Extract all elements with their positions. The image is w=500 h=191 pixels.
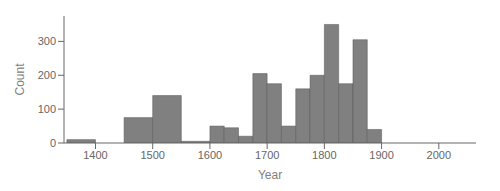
svg-text:100: 100 <box>38 103 56 115</box>
svg-text:1400: 1400 <box>83 149 107 161</box>
svg-text:Count: Count <box>13 63 27 96</box>
svg-text:2000: 2000 <box>427 149 451 161</box>
svg-text:1500: 1500 <box>140 149 164 161</box>
svg-text:Year: Year <box>258 168 282 182</box>
svg-text:1900: 1900 <box>369 149 393 161</box>
svg-text:0: 0 <box>50 137 56 149</box>
svg-text:1600: 1600 <box>198 149 222 161</box>
svg-text:1700: 1700 <box>255 149 279 161</box>
svg-text:300: 300 <box>38 35 56 47</box>
svg-text:1800: 1800 <box>312 149 336 161</box>
svg-text:200: 200 <box>38 69 56 81</box>
